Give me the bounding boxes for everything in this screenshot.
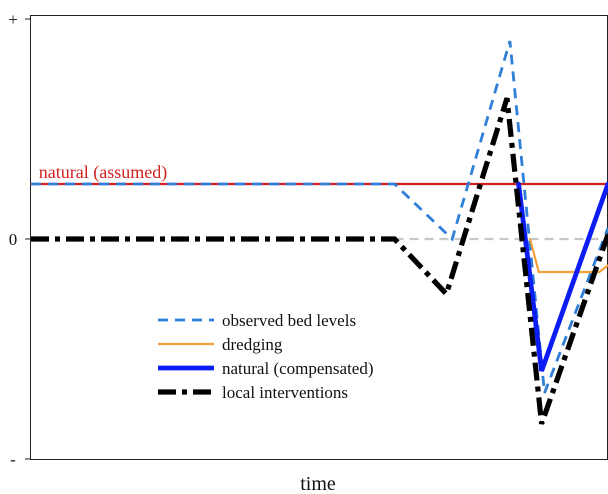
y-tick-label: - [10, 450, 16, 469]
legend-label-local-interventions: local interventions [222, 383, 348, 402]
y-axis-ticks: +0 - [8, 10, 31, 469]
x-axis-label: time [300, 473, 336, 494]
y-tick-label: + [8, 10, 18, 29]
legend-label-dredging: dredging [222, 335, 283, 354]
legend-label-natural-compensated: natural (compensated) [222, 359, 374, 378]
legend: observed bed levels dredging natural (comp… [158, 311, 374, 402]
series-line-observed-bed-levels [31, 40, 608, 394]
series-line-dredging [528, 237, 608, 274]
series-layer [29, 40, 608, 425]
annotation-natural-assumed: natural (assumed) [39, 162, 167, 183]
series-line-local-interventions [31, 97, 608, 425]
y-tick-label: 0 [9, 230, 18, 249]
legend-label-observed-bed-levels: observed bed levels [222, 311, 356, 330]
annotations: natural (assumed) [39, 162, 167, 183]
series-line-natural-compensated [516, 181, 608, 372]
